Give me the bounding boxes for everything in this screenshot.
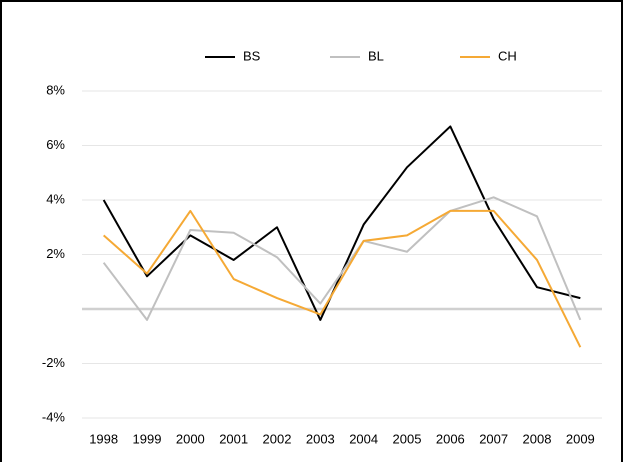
- x-tick-label: 2003: [306, 431, 335, 446]
- x-tick-label: 2006: [436, 431, 465, 446]
- legend-label: BL: [368, 48, 384, 63]
- legend-label: BS: [243, 48, 261, 63]
- series-line: [103, 209, 582, 348]
- x-tick-label: 2001: [219, 431, 248, 446]
- y-tick-label: 6%: [46, 137, 65, 152]
- legend-label: CH: [498, 48, 517, 63]
- y-tick-label: 4%: [46, 191, 65, 206]
- x-tick-label: 2002: [263, 431, 292, 446]
- x-tick-label: 2004: [349, 431, 378, 446]
- x-tick-label: 1999: [133, 431, 162, 446]
- x-tick-label: 2005: [393, 431, 422, 446]
- y-tick-label: 8%: [46, 82, 65, 97]
- series-line: [102, 196, 582, 321]
- x-tick-label: 2008: [523, 431, 552, 446]
- x-tick-label: 2000: [176, 431, 205, 446]
- y-tick-label: 2%: [46, 246, 65, 261]
- x-tick-label: 2009: [566, 431, 595, 446]
- y-tick-label: -4%: [42, 409, 66, 424]
- x-tick-label: 2007: [479, 431, 508, 446]
- series-line: [102, 125, 581, 321]
- x-tick-label: 1998: [89, 431, 118, 446]
- y-tick-label: -2%: [42, 355, 66, 370]
